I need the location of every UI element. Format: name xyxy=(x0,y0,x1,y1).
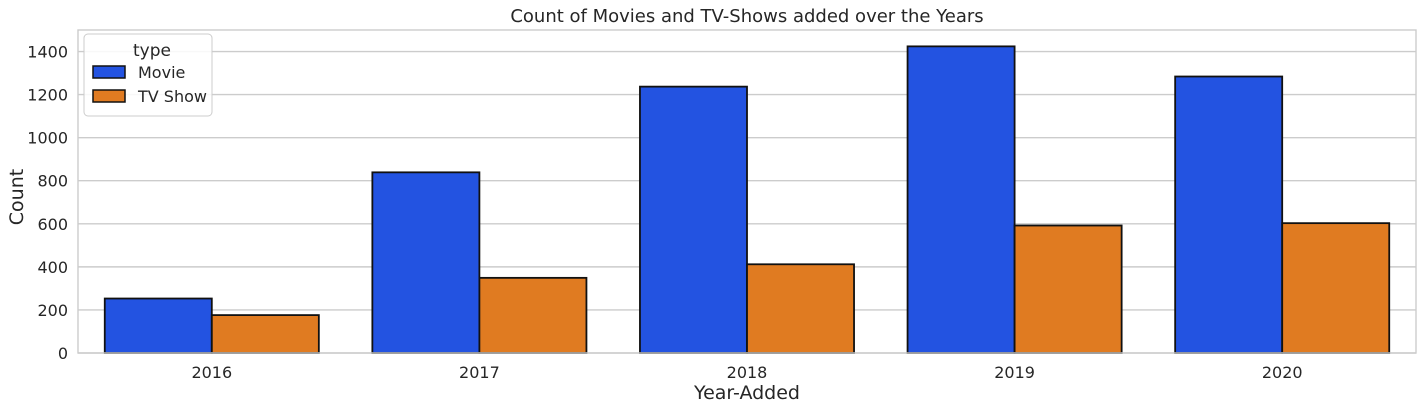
x-tick-label: 2018 xyxy=(727,363,768,382)
legend-swatch xyxy=(92,89,126,103)
y-tick-label: 1400 xyxy=(27,43,68,62)
y-tick-label: 800 xyxy=(37,172,68,191)
legend-swatch xyxy=(92,65,126,79)
bar-tv-show-2017 xyxy=(478,276,588,354)
y-tick-label: 0 xyxy=(58,344,68,363)
legend-items: Movie TV Show xyxy=(92,63,207,106)
x-tick-label: 2019 xyxy=(994,363,1035,382)
bar-movie-2016 xyxy=(103,297,213,354)
bar-tv-show-2016 xyxy=(210,314,320,354)
bar-tv-show-2020 xyxy=(1281,222,1391,354)
plot-frame xyxy=(77,29,1417,354)
chart-title: Count of Movies and TV-Shows added over … xyxy=(510,6,983,27)
x-tick-labels: 2016 2017 2018 2019 2020 xyxy=(191,363,1302,382)
x-tick-label: 2017 xyxy=(459,363,500,382)
x-tick-label: 2016 xyxy=(191,363,232,382)
x-axis-label: Year-Added xyxy=(693,382,800,404)
bar-movie-2019 xyxy=(906,45,1016,354)
y-axis-label: Count xyxy=(6,169,28,225)
legend-label: TV Show xyxy=(137,87,207,106)
bar-tv-show-2018 xyxy=(746,263,855,354)
bars xyxy=(103,45,1391,354)
y-tick-labels: 0 200 400 600 800 1000 1200 1400 xyxy=(27,43,68,363)
y-tick-label: 200 xyxy=(37,301,68,320)
legend-title: type xyxy=(133,41,171,61)
y-tick-label: 400 xyxy=(37,258,68,277)
bar-movie-2018 xyxy=(639,85,748,354)
y-tick-label: 1200 xyxy=(27,86,68,105)
x-tick-label: 2020 xyxy=(1262,363,1303,382)
bar-movie-2017 xyxy=(371,171,481,354)
legend-label: Movie xyxy=(138,63,185,82)
y-tick-label: 600 xyxy=(37,215,68,234)
bar-movie-2020 xyxy=(1174,75,1284,354)
bar-tv-show-2019 xyxy=(1013,224,1123,354)
y-tick-label: 1000 xyxy=(27,129,68,148)
legend: type Movie TV Show xyxy=(83,33,213,117)
